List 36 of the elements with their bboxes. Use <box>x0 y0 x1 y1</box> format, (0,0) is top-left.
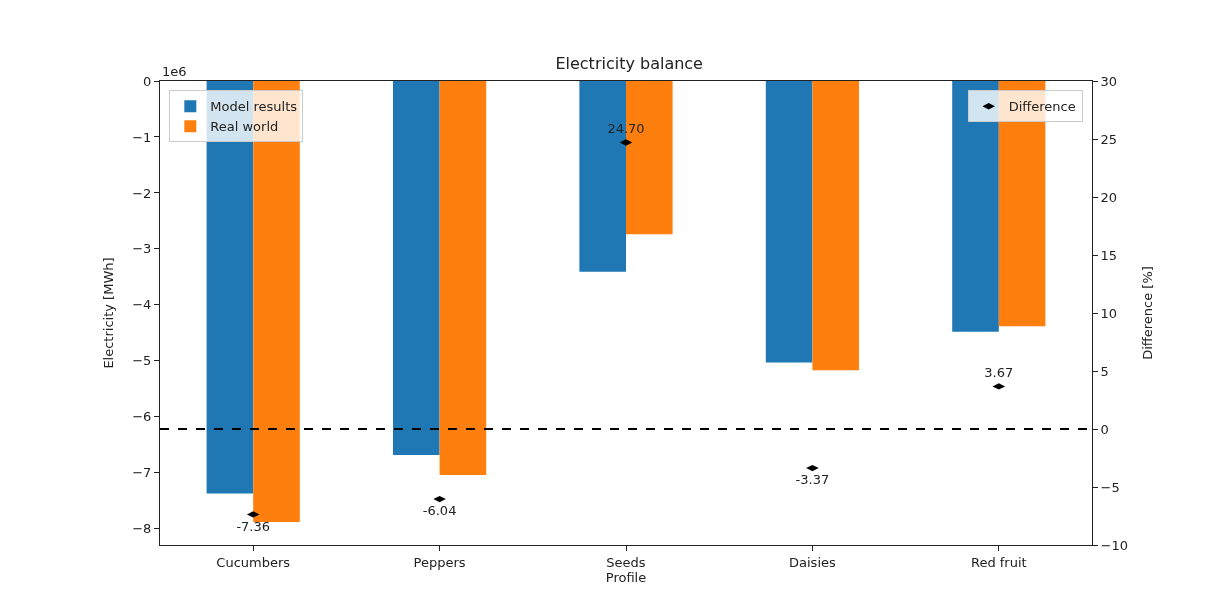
y2-tick-label: 30 <box>1100 73 1118 89</box>
y2-tick-label: 25 <box>1100 131 1118 147</box>
y2-tick-label: 5 <box>1100 363 1109 379</box>
data-label: -3.37 <box>795 472 830 488</box>
data-label: -6.04 <box>422 503 457 519</box>
y-tick-label: −8 <box>132 521 152 537</box>
y-tick-label: −7 <box>132 465 152 481</box>
x-axis-title: Profile <box>605 570 647 586</box>
y-tick-label: −3 <box>132 241 152 257</box>
x-tick-label: Cucumbers <box>216 554 291 570</box>
y-tick-label: −1 <box>132 129 152 145</box>
y-tick-label: 0 <box>143 73 152 89</box>
y2-tick-label: 20 <box>1100 189 1118 205</box>
legend-label: Difference <box>1008 99 1076 115</box>
y2-axis-title: Difference [%] <box>1139 266 1155 360</box>
chart-title: Electricity balance <box>555 53 703 73</box>
legend-label: Real world <box>210 119 279 135</box>
y2-tick-label: −5 <box>1100 479 1120 495</box>
text: 1e6 <box>162 64 187 79</box>
y2-tick-label: −10 <box>1100 537 1129 553</box>
x-tick-label: Peppers <box>413 554 466 570</box>
y-tick-label: −2 <box>132 185 152 201</box>
y-tick-label: −5 <box>132 353 152 369</box>
y2-tick-label: 15 <box>1100 247 1118 263</box>
x-tick-label: Daisies <box>789 554 836 570</box>
data-label: 24.70 <box>607 120 645 136</box>
x-tick-label: Red fruit <box>970 554 1027 570</box>
x-tick-label: Seeds <box>606 554 646 570</box>
data-label: -7.36 <box>236 518 271 534</box>
legend-label: Model results <box>210 99 298 115</box>
y-axis-title: Electricity [MWh] <box>101 257 117 369</box>
y-tick-label: −4 <box>132 297 152 313</box>
y2-tick-label: 0 <box>1100 421 1109 437</box>
y-tick-label: −6 <box>132 409 152 425</box>
y2-tick-label: 10 <box>1100 305 1118 321</box>
data-label: 3.67 <box>984 364 1014 380</box>
